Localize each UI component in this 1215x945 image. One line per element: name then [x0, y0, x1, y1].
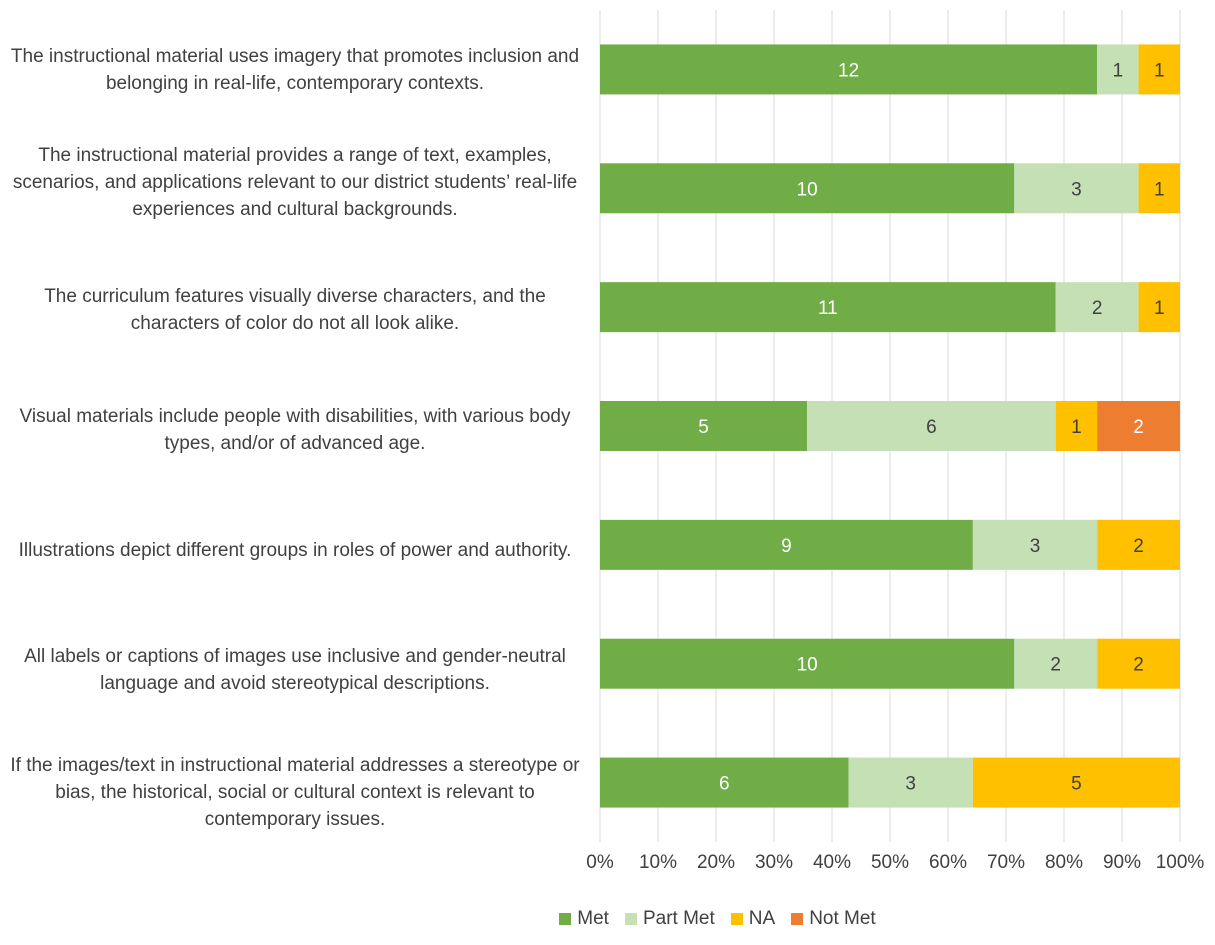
bar-segment — [600, 757, 849, 808]
legend-item-not-met: Not Met — [791, 908, 876, 930]
bar-segment — [1014, 163, 1139, 214]
category-label-text: Visual materials include people with dis… — [19, 406, 571, 454]
legend-label-part-met: Part Met — [642, 908, 715, 929]
category-label-1: The instructional material provides a ra… — [5, 128, 585, 236]
legend-swatch-met — [559, 913, 572, 925]
data-label: 3 — [1030, 536, 1041, 557]
bar-segment — [1138, 282, 1180, 333]
data-label: 3 — [1071, 179, 1082, 200]
bar-segment — [807, 401, 1056, 451]
legend-swatch-na — [730, 913, 743, 925]
legend-item-met: Met — [559, 908, 609, 930]
legend-swatch-not-met — [791, 913, 804, 925]
legend-label-na: NA — [748, 908, 776, 929]
bar-segment — [972, 519, 1098, 570]
bar-segment — [1097, 638, 1180, 689]
x-tick-label: 50% — [871, 852, 909, 873]
data-label: 10 — [797, 179, 818, 200]
bar-segment — [1097, 519, 1180, 570]
category-label-0: The instructional material uses imagery … — [5, 22, 585, 118]
data-label: 6 — [719, 774, 730, 795]
x-tick-label: 100% — [1156, 852, 1205, 873]
x-tick-label: 70% — [987, 852, 1025, 873]
data-label: 2 — [1133, 417, 1144, 438]
data-label: 10 — [797, 655, 818, 676]
bar-segment — [1138, 44, 1180, 95]
x-tick-label: 20% — [697, 852, 735, 873]
data-label: 9 — [781, 536, 792, 557]
bar-segment — [1055, 401, 1098, 451]
data-label: 6 — [926, 417, 937, 438]
category-label-text: All labels or captions of images use inc… — [24, 646, 566, 694]
chart-legend: Met Part Met NA Not Met — [0, 908, 1215, 930]
data-label: 2 — [1133, 655, 1144, 676]
category-label-3: Visual materials include people with dis… — [5, 398, 585, 462]
bar-segment — [1097, 401, 1180, 451]
bar-segment — [600, 44, 1098, 95]
data-label: 2 — [1133, 536, 1144, 557]
category-label-text: The instructional material provides a ra… — [12, 144, 578, 220]
x-tick-label: 10% — [639, 852, 677, 873]
data-label: 5 — [1071, 774, 1082, 795]
category-label-2: The curriculum features visually diverse… — [5, 278, 585, 342]
data-label: 1 — [1113, 60, 1124, 81]
x-tick-label: 90% — [1103, 852, 1141, 873]
bar-segment — [600, 401, 808, 451]
category-label-text: Illustrations depict different groups in… — [18, 539, 572, 561]
data-label: 1 — [1154, 298, 1165, 319]
bar-segment — [1055, 282, 1139, 333]
bar-segment — [1014, 638, 1098, 689]
legend-label-not-met: Not Met — [809, 908, 876, 929]
category-label-text: If the images/text in instructional mate… — [10, 754, 580, 830]
bar-segment — [600, 282, 1056, 333]
legend-item-part-met: Part Met — [624, 908, 715, 930]
x-tick-label: 30% — [755, 852, 793, 873]
category-label-5: All labels or captions of images use inc… — [5, 638, 585, 702]
legend-item-na: NA — [730, 908, 776, 930]
category-label-6: If the images/text in instructional mate… — [5, 744, 585, 840]
bar-segment — [1097, 44, 1139, 95]
data-label: 1 — [1154, 60, 1165, 81]
x-tick-label: 60% — [929, 852, 967, 873]
bar-segment — [600, 638, 1015, 689]
bar-segment — [600, 163, 1015, 214]
category-label-text: The curriculum features visually diverse… — [44, 286, 546, 334]
category-label-4: Illustrations depict different groups in… — [5, 518, 585, 582]
data-label: 1 — [1154, 179, 1165, 200]
data-label: 11 — [818, 298, 838, 319]
data-label: 5 — [698, 417, 709, 438]
legend-swatch-part-met — [624, 913, 637, 925]
bar-segment — [848, 757, 973, 808]
legend-label-met: Met — [577, 908, 609, 929]
bar-segment — [600, 519, 973, 570]
data-label: 2 — [1092, 298, 1103, 319]
bar-segment — [1138, 163, 1180, 214]
x-tick-label: 40% — [813, 852, 851, 873]
data-label: 2 — [1050, 655, 1061, 676]
x-tick-label: 0% — [586, 852, 614, 873]
x-tick-label: 80% — [1045, 852, 1083, 873]
data-label: 12 — [838, 60, 859, 81]
category-label-text: The instructional material uses imagery … — [10, 46, 580, 94]
data-label: 1 — [1071, 417, 1082, 438]
data-label: 3 — [905, 774, 916, 795]
bar-segment — [972, 757, 1180, 808]
